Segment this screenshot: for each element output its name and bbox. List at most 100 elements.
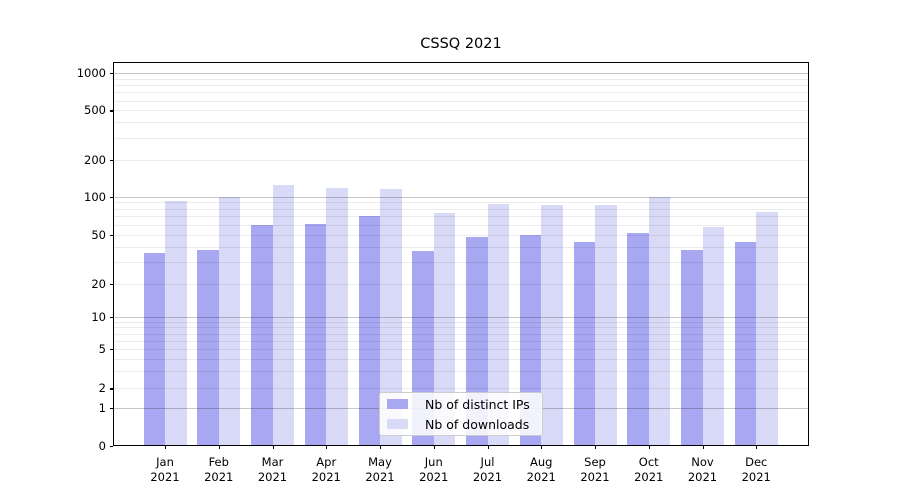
x-tick-label-aug: Aug 2021 bbox=[526, 455, 556, 484]
x-tick-mark bbox=[487, 445, 489, 449]
x-tick-label-nov: Nov 2021 bbox=[687, 455, 718, 484]
y-tick-label: 100 bbox=[84, 189, 106, 204]
bar-downloads-may bbox=[380, 189, 402, 446]
gridline-major bbox=[113, 316, 809, 318]
gridline-minor bbox=[113, 137, 809, 139]
gridline-minor bbox=[113, 110, 809, 112]
x-tick-label-jun: Jun 2021 bbox=[419, 455, 449, 484]
y-tick-mark bbox=[109, 110, 113, 112]
gridline-minor bbox=[113, 202, 809, 204]
x-tick-mark bbox=[218, 445, 220, 449]
bar-distinct-ips-nov bbox=[681, 249, 703, 446]
bar-distinct-ips-feb bbox=[197, 249, 219, 446]
x-tick-label-mar: Mar 2021 bbox=[257, 455, 288, 484]
legend-item-downloads: Nb of downloads bbox=[380, 416, 542, 433]
gridline-minor bbox=[113, 159, 809, 161]
gridline-minor bbox=[113, 333, 809, 335]
y-tick-label: 2 bbox=[98, 381, 106, 396]
bar-downloads-apr bbox=[326, 188, 348, 446]
x-tick-label-dec: Dec 2021 bbox=[741, 455, 771, 484]
gridline-minor bbox=[113, 122, 809, 124]
bar-distinct-ips-apr bbox=[304, 223, 327, 446]
gridline-major bbox=[113, 196, 809, 198]
y-tick-mark bbox=[109, 349, 113, 351]
gridline-minor bbox=[113, 92, 809, 94]
y-tick-mark bbox=[109, 234, 113, 236]
x-tick-label-oct: Oct 2021 bbox=[634, 455, 664, 484]
bar-distinct-ips-sep bbox=[573, 241, 595, 446]
x-tick-mark bbox=[272, 445, 274, 449]
y-tick-mark bbox=[109, 407, 113, 409]
bar-distinct-ips-jan bbox=[143, 252, 165, 446]
x-tick-label-feb: Feb 2021 bbox=[204, 455, 234, 484]
y-tick-mark bbox=[109, 196, 113, 198]
gridline-minor bbox=[113, 358, 809, 360]
gridline-minor bbox=[113, 388, 809, 390]
x-tick-mark bbox=[648, 445, 650, 449]
y-tick-label: 500 bbox=[84, 103, 106, 118]
gridline-minor bbox=[113, 349, 809, 351]
x-tick-label-may: May 2021 bbox=[365, 455, 395, 484]
y-tick-label: 1 bbox=[98, 400, 106, 415]
legend-label-distinct-ips: Nb of distinct IPs bbox=[425, 396, 530, 412]
bar-downloads-sep bbox=[595, 205, 617, 446]
gridline-minor bbox=[113, 234, 809, 236]
gridline-minor bbox=[113, 100, 809, 102]
gridline-minor bbox=[113, 78, 809, 80]
x-tick-mark bbox=[702, 445, 704, 449]
bar-downloads-aug bbox=[541, 205, 563, 446]
legend: Nb of distinct IPs Nb of downloads bbox=[379, 392, 543, 436]
bar-downloads-jun bbox=[433, 213, 456, 446]
y-tick-label: 50 bbox=[91, 227, 106, 242]
gridline-minor bbox=[113, 262, 809, 264]
x-tick-mark bbox=[326, 445, 328, 449]
y-tick-label: 20 bbox=[91, 277, 106, 292]
bar-distinct-ips-may bbox=[358, 216, 380, 446]
y-tick-label: 10 bbox=[91, 309, 106, 324]
x-tick-label-sep: Sep 2021 bbox=[580, 455, 610, 484]
y-tick-mark bbox=[109, 388, 113, 390]
y-tick-mark bbox=[109, 159, 113, 161]
x-tick-label-jan: Jan 2021 bbox=[150, 455, 180, 484]
gridline-minor bbox=[113, 371, 809, 373]
bar-downloads-mar bbox=[272, 184, 294, 446]
legend-swatch-downloads bbox=[387, 419, 408, 429]
x-tick-mark bbox=[756, 445, 758, 449]
y-tick-label: 200 bbox=[84, 152, 106, 167]
bar-distinct-ips-dec bbox=[734, 241, 757, 446]
gridline-minor bbox=[113, 246, 809, 248]
x-tick-mark bbox=[541, 445, 543, 449]
gridline-major bbox=[113, 73, 809, 75]
legend-label-downloads: Nb of downloads bbox=[425, 416, 530, 432]
gridline-minor bbox=[113, 208, 809, 210]
bar-downloads-oct bbox=[648, 196, 671, 446]
x-tick-mark bbox=[595, 445, 597, 449]
y-tick-mark bbox=[109, 445, 113, 447]
gridline-minor bbox=[113, 340, 809, 342]
gridline-minor bbox=[113, 321, 809, 323]
gridline-minor bbox=[113, 284, 809, 286]
bar-downloads-dec bbox=[756, 211, 778, 446]
bar-downloads-nov bbox=[702, 226, 724, 446]
y-tick-label: 1000 bbox=[76, 66, 106, 81]
x-tick-label-apr: Apr 2021 bbox=[311, 455, 341, 484]
bar-downloads-jul bbox=[487, 203, 509, 446]
x-tick-mark bbox=[380, 445, 382, 449]
y-tick-mark bbox=[109, 316, 113, 318]
bar-downloads-jan bbox=[165, 200, 187, 446]
y-tick-label: 0 bbox=[98, 438, 106, 453]
legend-swatch-distinct-ips bbox=[387, 399, 408, 409]
bar-distinct-ips-mar bbox=[251, 224, 273, 446]
x-tick-mark bbox=[433, 445, 435, 449]
y-tick-mark bbox=[109, 284, 113, 286]
x-tick-label-jul: Jul 2021 bbox=[472, 455, 503, 484]
legend-item-distinct-ips: Nb of distinct IPs bbox=[380, 396, 542, 413]
gridline-minor bbox=[113, 327, 809, 329]
chart-title: CSSQ 2021 bbox=[420, 36, 502, 52]
gridline-minor bbox=[113, 216, 809, 218]
x-tick-mark bbox=[165, 445, 167, 449]
gridline-minor bbox=[113, 85, 809, 87]
y-tick-label: 5 bbox=[98, 342, 106, 357]
bar-downloads-feb bbox=[218, 197, 241, 446]
